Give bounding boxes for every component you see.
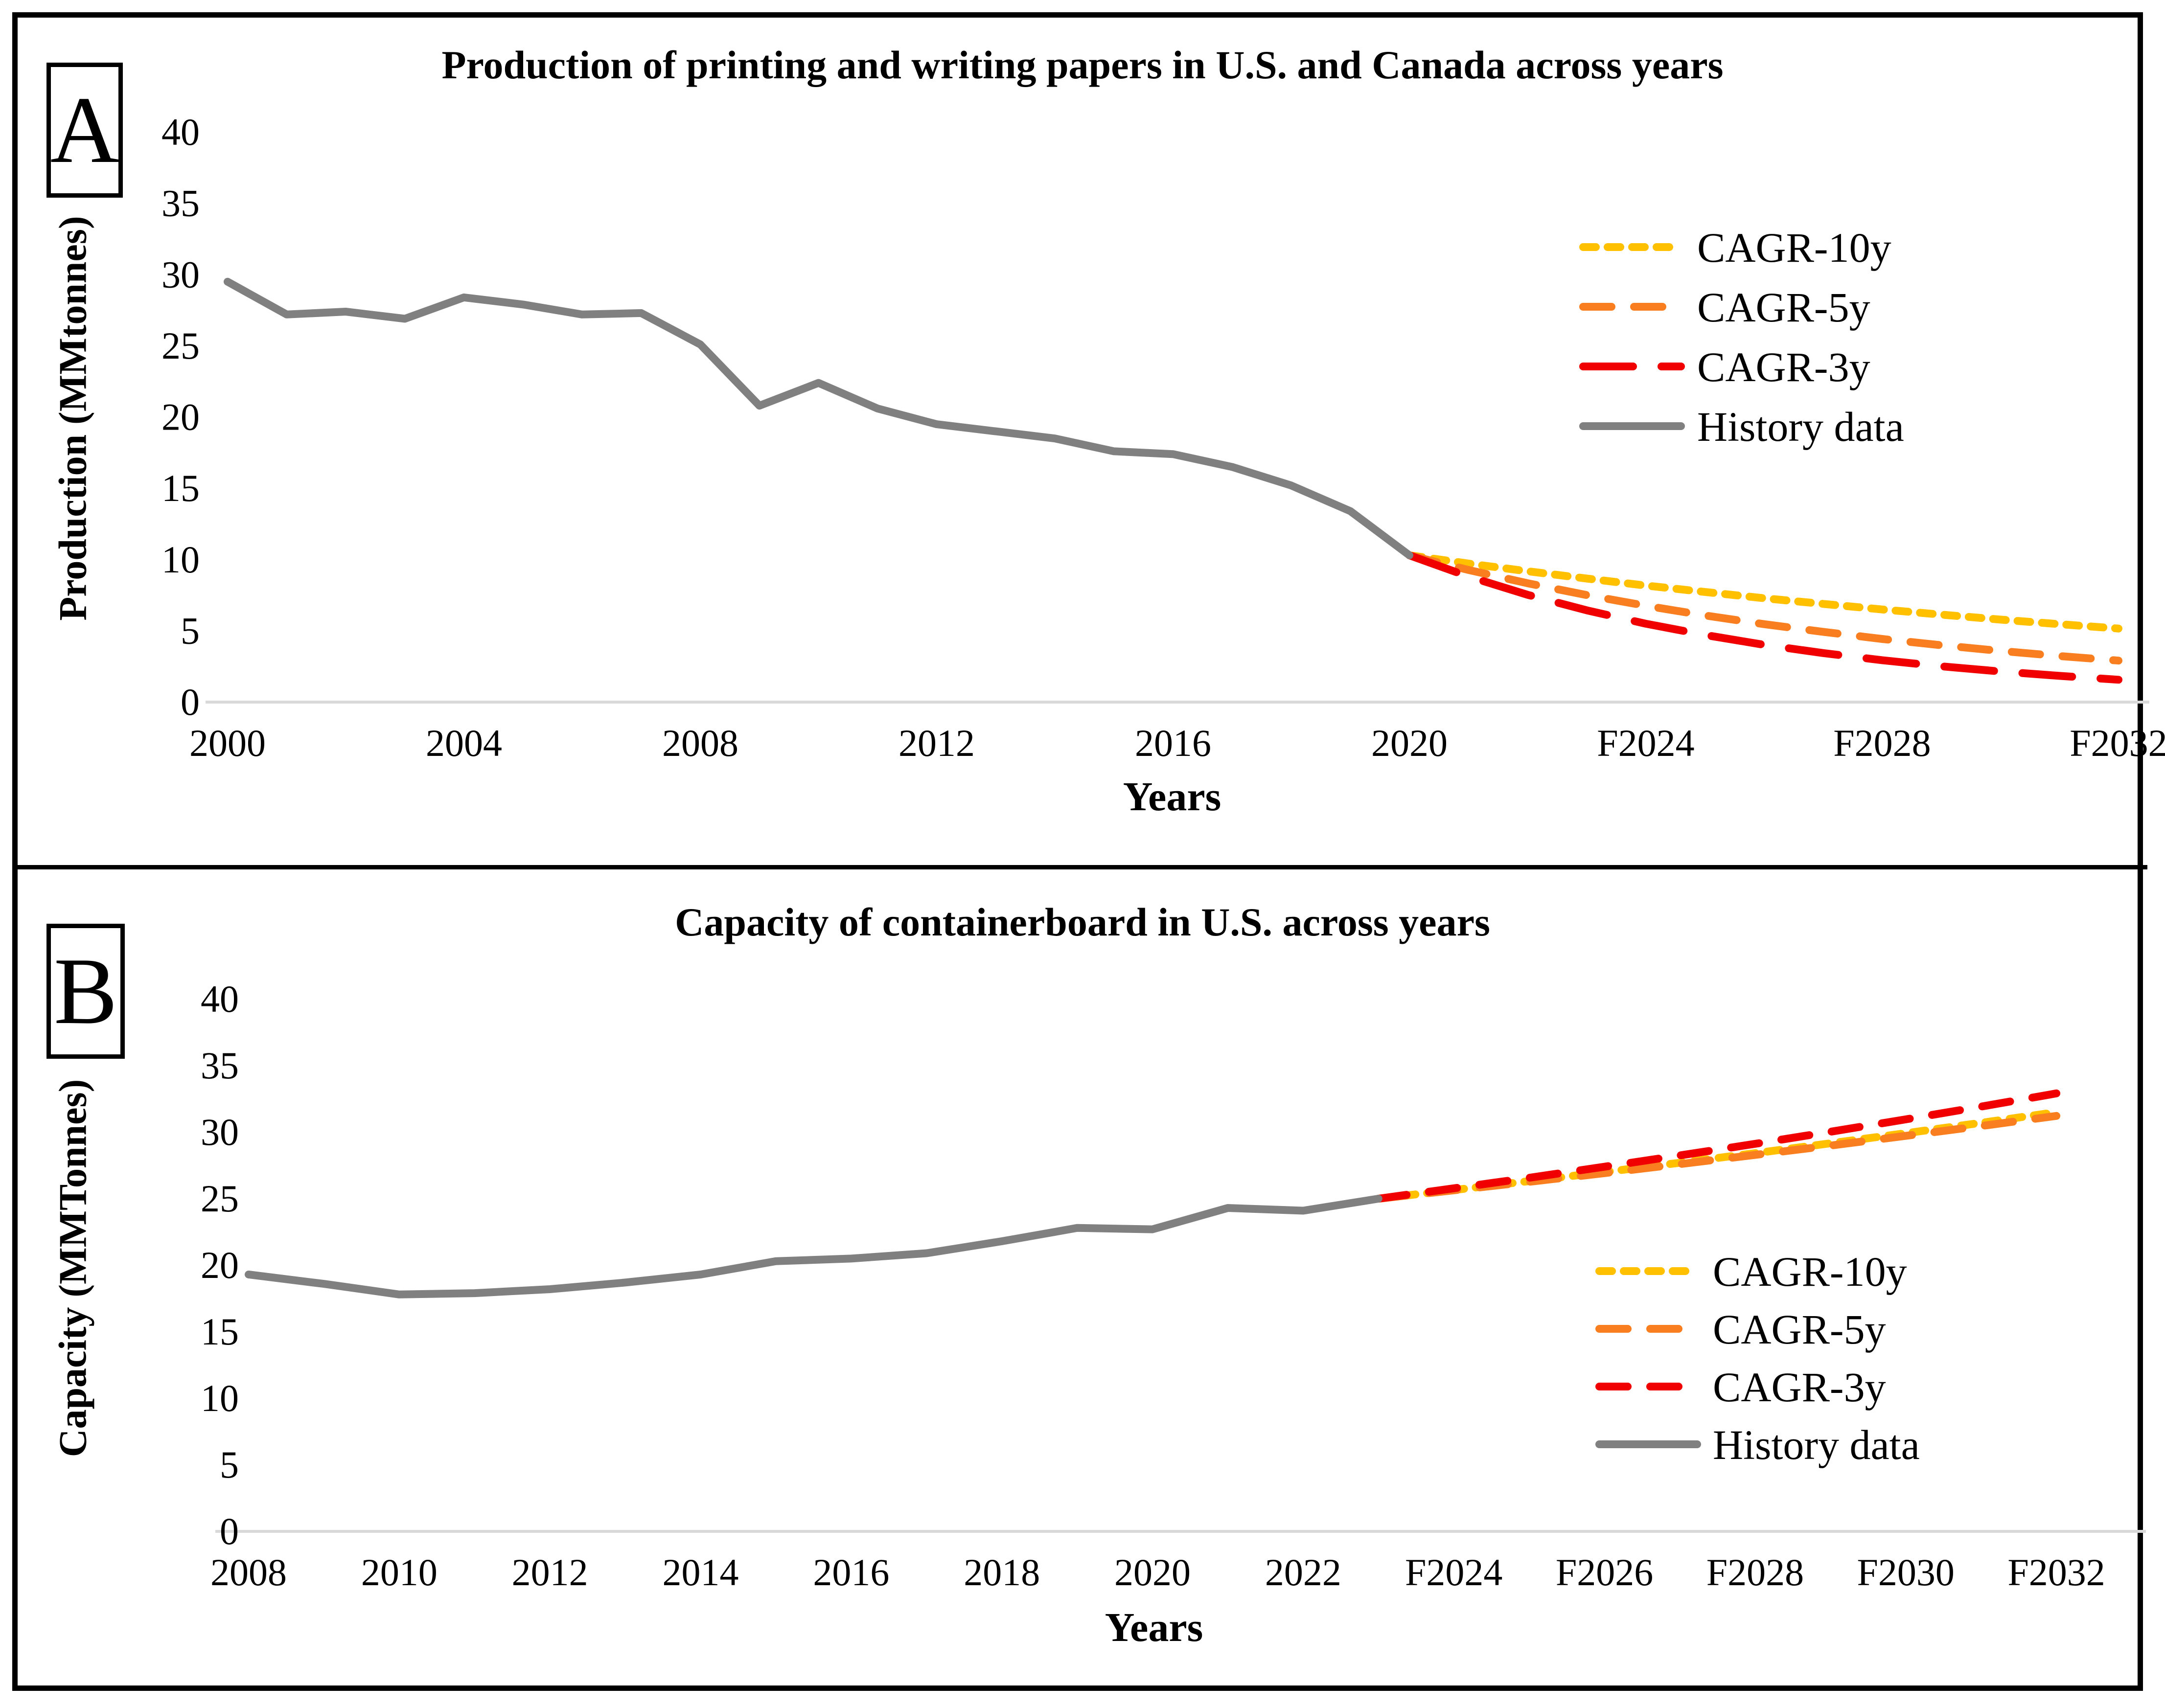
panel-b-y-tick-label: 15 <box>201 1310 239 1353</box>
panel-a-label: A <box>50 77 119 183</box>
panel-b-x-tick-label: F2028 <box>1706 1551 1804 1594</box>
panel-b-y-tick-label: 5 <box>220 1443 239 1486</box>
panel-a-cagr-5y-line <box>1405 551 2122 665</box>
panel-b-x-tick-label: F2030 <box>1857 1551 1955 1594</box>
panel-b-x-tick-label: 2014 <box>663 1551 739 1594</box>
panel-b-x-tick-label: 2022 <box>1265 1551 1341 1594</box>
panel-a-y-tick-label: 35 <box>161 182 200 225</box>
panel-b-cagr-3y-line <box>1374 1089 2061 1203</box>
panel-b-legend-label-cagr-3y: CAGR-3y <box>1713 1364 1886 1411</box>
panel-a-y-tick-label: 0 <box>181 681 200 723</box>
panel-a-y-tick-label: 40 <box>161 111 200 153</box>
panel-a-title: Production of printing and writing paper… <box>441 43 1724 87</box>
panel-b-y-tick-label: 25 <box>201 1177 239 1220</box>
panel-b-x-tick-label: 2008 <box>210 1551 287 1594</box>
panel-b-y-tick-label: 10 <box>201 1377 239 1419</box>
panel-a-x-axis-title: Years <box>1123 774 1221 820</box>
panel-a-legend-label-cagr-5y: CAGR-5y <box>1697 284 1870 331</box>
panel-a-x-tick-label: 2000 <box>189 722 266 764</box>
panel-a-history-data-line <box>224 277 1413 559</box>
panel-a-y-tick-label: 25 <box>161 324 200 367</box>
panel-a-x-tick-label: 2012 <box>898 722 975 764</box>
panel-a-x-tick-label: F2032 <box>2070 722 2165 764</box>
panel-b-y-tick-label: 30 <box>201 1111 239 1153</box>
panel-a-y-tick-label: 5 <box>181 609 200 652</box>
panel-divider <box>18 865 2147 869</box>
panel-b-y-tick-label: 20 <box>201 1244 239 1286</box>
panel-a-x-tick-label: 2016 <box>1135 722 1211 764</box>
panel-a-y-tick-label: 15 <box>161 467 200 509</box>
panel-a-y-tick-label: 30 <box>161 253 200 296</box>
panel-a-label-box: A <box>46 63 123 198</box>
panel-b-x-tick-label: 2020 <box>1114 1551 1191 1594</box>
panel-b-x-tick-label: 2016 <box>813 1551 889 1594</box>
panel-b-history-data-line <box>245 1195 1382 1298</box>
panel-b-label-box: B <box>46 924 125 1059</box>
panel-a-x-tick-label: 2004 <box>426 722 502 764</box>
panel-b-x-tick-label: F2024 <box>1405 1551 1502 1594</box>
panel-b-x-axis-title: Years <box>1105 1605 1203 1650</box>
panel-b-label: B <box>53 938 118 1044</box>
panel-a-x-tick-label: F2024 <box>1597 722 1694 764</box>
panel-b-y-tick-label: 0 <box>220 1510 239 1552</box>
panel-a-legend-label-history-data: History data <box>1697 403 1904 450</box>
panel-a-x-tick-label: F2028 <box>1833 722 1931 764</box>
panel-b-legend-label-cagr-10y: CAGR-10y <box>1713 1248 1907 1295</box>
panel-b-x-tick-label: F2032 <box>2007 1551 2105 1594</box>
panel-b-x-tick-label: 2010 <box>361 1551 438 1594</box>
panel-b-x-tick-label: 2018 <box>964 1551 1040 1594</box>
panel-b-title: Capacity of containerboard in U.S. acros… <box>675 900 1490 944</box>
panel-b-x-tick-label: 2012 <box>512 1551 588 1594</box>
panel-a-cagr-3y-line <box>1405 551 2122 684</box>
panel-b-x-tick-label: F2026 <box>1556 1551 1653 1594</box>
panel-a-x-tick-label: 2008 <box>662 722 738 764</box>
panel-a-y-tick-label: 10 <box>161 538 200 581</box>
panel-a-x-tick-label: 2020 <box>1371 722 1448 764</box>
panel-a-y-tick-label: 20 <box>161 396 200 438</box>
panel-a-cagr-10y-line <box>1405 551 2122 633</box>
panel-a-legend-label-cagr-3y: CAGR-3y <box>1697 343 1870 390</box>
panel-b-y-tick-label: 35 <box>201 1044 239 1087</box>
panel-a-legend-label-cagr-10y: CAGR-10y <box>1697 224 1891 271</box>
panel-b-legend-label-history-data: History data <box>1713 1421 1920 1468</box>
panel-b-legend-label-cagr-5y: CAGR-5y <box>1713 1306 1886 1353</box>
figure-border <box>12 12 2143 1691</box>
panel-b-y-tick-label: 40 <box>201 978 239 1020</box>
